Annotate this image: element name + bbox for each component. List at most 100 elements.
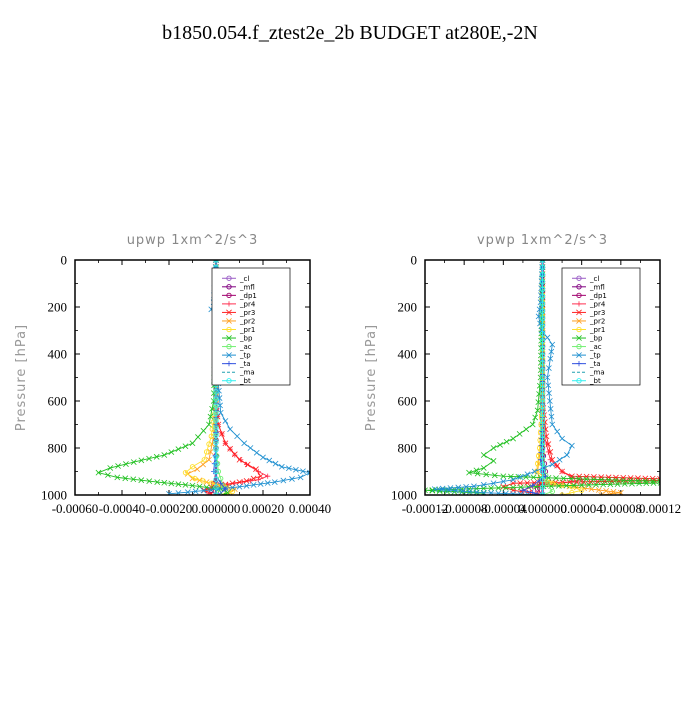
series-marker_tp: [517, 491, 524, 495]
series-marker_bt: [539, 360, 546, 366]
series-marker_bp: [672, 479, 677, 484]
series-marker_tp: [431, 486, 438, 493]
series-marker_tp: [236, 483, 243, 490]
y-tick-label: 600: [48, 394, 68, 409]
series-marker_bp: [620, 477, 627, 484]
legend-label_mfl: _mfl: [589, 283, 605, 291]
y-tick-label: 600: [398, 394, 418, 409]
legend-label_pr1: _pr1: [589, 326, 605, 334]
series-marker_bp: [182, 482, 189, 488]
series-marker_tp: [549, 461, 556, 468]
series-marker_tp: [253, 449, 260, 456]
legend-label_ta: _ta: [589, 360, 601, 368]
series-marker_bp: [517, 484, 524, 491]
series-marker_pr3: [218, 431, 225, 437]
series-marker_tp: [452, 487, 459, 494]
series-marker_bp: [680, 480, 685, 485]
series-marker_bt: [213, 461, 219, 467]
series-marker_bp: [189, 440, 196, 447]
series-marker_pr1: [203, 449, 210, 455]
series-marker_bp: [598, 476, 605, 483]
series-marker_bp: [607, 481, 614, 488]
series-marker_pr3: [549, 456, 556, 463]
series-marker_pr3: [524, 480, 531, 486]
series-marker_bt: [539, 454, 546, 460]
series-marker_bp: [483, 471, 490, 478]
series-marker_tp: [545, 382, 552, 389]
series-marker_bp: [495, 485, 502, 491]
series-marker_bt: [213, 432, 219, 438]
series-marker_tp: [307, 469, 310, 476]
panel-title: upwp 1xm^2/s^3: [127, 233, 259, 248]
legend-label_pr2: _pr2: [589, 317, 605, 325]
legend-label_bp: _bp: [589, 335, 603, 343]
y-tick-label: 400: [48, 347, 68, 362]
series-marker_bp: [665, 479, 670, 484]
series-marker_bp: [220, 492, 226, 495]
series-marker_bp: [154, 479, 161, 485]
x-tick-label: 0.00020: [242, 501, 284, 516]
series-marker_tp: [549, 421, 556, 428]
series-marker_pr3: [672, 477, 677, 482]
x-tick-label: -0.00040: [99, 501, 146, 516]
series-marker_bp: [583, 476, 590, 483]
series-marker_tp: [463, 483, 470, 490]
legend-marker_bt: [576, 378, 582, 384]
series-marker_pr2: [603, 488, 610, 494]
series-marker_pr3: [559, 468, 565, 475]
series-marker_bp: [200, 427, 207, 434]
series-marker_bp: [207, 413, 214, 420]
series-marker_bt: [539, 272, 546, 278]
series-marker_pr2: [588, 486, 595, 493]
series-marker_pr1: [182, 470, 189, 476]
series-marker_bt: [539, 308, 546, 315]
legend-label_dp1: _dp1: [239, 292, 257, 300]
series-marker_bp: [466, 469, 472, 476]
series-marker_ta: [530, 483, 536, 489]
series-marker_pr3: [620, 474, 627, 481]
series-marker_bp: [175, 481, 182, 488]
series-marker_bp: [146, 455, 152, 462]
series-marker_pr2: [595, 487, 602, 493]
series-marker_tp: [556, 456, 563, 463]
x-tick-label: 0.00012: [639, 501, 681, 516]
series-marker_bt: [213, 425, 219, 431]
series-marker_bp: [585, 482, 592, 488]
series-marker_tp: [215, 486, 222, 492]
series-marker_tp: [459, 488, 466, 495]
series-marker_tp: [510, 490, 517, 495]
legend-label_pr4: _pr4: [239, 300, 256, 308]
series-marker_bp: [182, 443, 189, 450]
series-marker_tp: [222, 418, 229, 424]
y-tick-label: 200: [398, 300, 418, 315]
series-marker_pr3: [587, 478, 594, 485]
series-marker_pr3: [236, 456, 243, 463]
series-marker_bt: [213, 411, 219, 417]
series-marker_bp: [529, 421, 536, 428]
series-marker_bp: [161, 479, 168, 486]
series-marker_bp: [687, 479, 692, 484]
series-marker_pr2: [194, 466, 201, 473]
series-marker_bt: [539, 260, 546, 263]
legend-label_pr3: _pr3: [239, 309, 255, 317]
legend-label_tp: _tp: [239, 352, 251, 360]
series-marker_tp: [471, 483, 477, 490]
series-marker_tp: [285, 465, 292, 472]
series-marker_tp: [546, 390, 552, 397]
series-marker_bt: [539, 396, 546, 402]
x-tick-label: 0.00004: [561, 501, 604, 516]
series-marker_bp: [563, 482, 570, 489]
series-marker_tp: [548, 348, 555, 355]
legend-marker_tp: [576, 352, 582, 358]
series-marker_bt: [213, 439, 219, 446]
y-tick-label: 0: [411, 253, 418, 268]
legend-marker_bt: [226, 378, 232, 384]
series-marker_bt: [539, 439, 546, 446]
series-marker_tp: [568, 442, 575, 449]
series-marker_pr2: [200, 461, 206, 468]
series-marker_bt: [213, 418, 219, 424]
x-tick-label: -0.00004: [480, 501, 527, 516]
series-marker_bp: [107, 465, 114, 471]
series-marker_pr3: [687, 477, 692, 482]
